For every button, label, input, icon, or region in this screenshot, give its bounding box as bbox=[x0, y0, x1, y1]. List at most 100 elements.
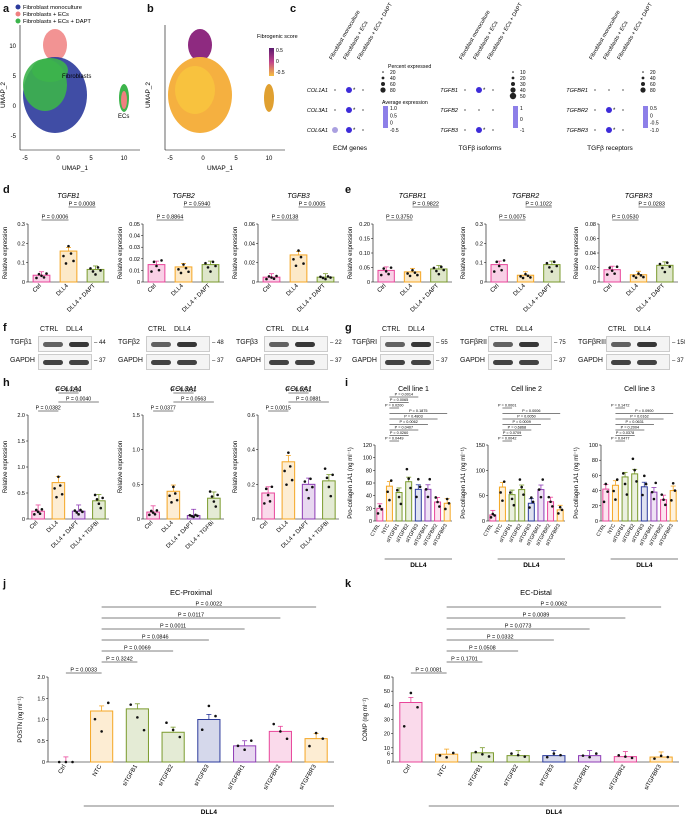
svg-text:5: 5 bbox=[234, 156, 238, 162]
data-point bbox=[548, 266, 551, 269]
data-point bbox=[660, 493, 664, 496]
y-axis-label: POSTN (ng ml⁻¹) bbox=[18, 696, 24, 742]
p-value: P = 0.0089 bbox=[523, 613, 550, 619]
legend-size-dot bbox=[509, 92, 517, 100]
p-value: P = 0.0138 bbox=[272, 215, 299, 221]
dot-marker bbox=[464, 89, 466, 91]
data-point bbox=[654, 481, 658, 485]
legend-size-label: 50 bbox=[520, 94, 526, 100]
bar bbox=[640, 486, 648, 522]
data-point bbox=[673, 489, 677, 492]
y-axis-label: Relative expression bbox=[233, 441, 239, 493]
data-point bbox=[659, 754, 663, 758]
category-label: CTRL bbox=[483, 523, 495, 538]
data-point bbox=[71, 760, 74, 764]
dot-marker bbox=[594, 109, 596, 111]
category-label: Ctrl bbox=[29, 520, 40, 531]
data-point bbox=[101, 496, 104, 500]
y-tick-label: 0 bbox=[252, 280, 255, 286]
data-point bbox=[270, 485, 274, 489]
blot-membrane bbox=[606, 354, 670, 370]
data-point bbox=[495, 260, 499, 264]
data-point bbox=[512, 503, 516, 507]
legend-size-label: 40 bbox=[520, 88, 526, 94]
blot-membrane bbox=[264, 336, 328, 352]
y-tick-label: 0.02 bbox=[585, 266, 596, 272]
dot-marker bbox=[346, 127, 352, 133]
data-point bbox=[529, 276, 532, 279]
p-value: P = 0.0062 bbox=[541, 602, 568, 608]
dot-marker bbox=[476, 87, 482, 93]
svg-text:0: 0 bbox=[56, 156, 60, 162]
p-value: P = 0.0900 bbox=[635, 409, 653, 413]
data-point bbox=[75, 511, 79, 514]
y-tick-label: 20 bbox=[384, 732, 390, 738]
p-value: P = 0.0563 bbox=[181, 397, 206, 403]
category-label: DLL4 + DAPT bbox=[181, 283, 212, 314]
dot-gene-label: COL1A1 bbox=[307, 88, 328, 94]
group-label: DLL4 bbox=[523, 562, 540, 569]
y-tick-label: 0 bbox=[595, 519, 598, 525]
data-point bbox=[311, 485, 314, 489]
data-point bbox=[417, 477, 420, 481]
panel-label-c: c bbox=[290, 3, 297, 15]
data-point bbox=[558, 505, 562, 509]
data-point bbox=[209, 270, 212, 273]
y-tick-label: 40 bbox=[384, 703, 390, 709]
category-label: siTGFBR2 bbox=[263, 763, 283, 791]
chart-cell-line-3: Cell line 3 0 20 40 60 80 100 Pro-collagen 1A1 … bbox=[574, 386, 678, 569]
data-point bbox=[380, 508, 383, 511]
blot-membrane bbox=[488, 336, 552, 352]
category-label: DLL4 + DAPT bbox=[296, 283, 327, 314]
data-point bbox=[266, 493, 270, 497]
y-tick-label: 0.03 bbox=[129, 245, 140, 251]
chart-cell-line-2: Cell line 2 0 50 100 150 Pro-collagen 1A1 (ng… bbox=[461, 386, 565, 569]
blot-protein-label: TGFβ2 bbox=[118, 339, 140, 346]
y-tick-label: 80 bbox=[592, 458, 598, 464]
dot-marker bbox=[606, 107, 612, 113]
legend-size-label: 20 bbox=[390, 70, 396, 76]
bar bbox=[399, 702, 423, 763]
p-value: P = 0.3242 bbox=[106, 657, 133, 663]
data-point bbox=[57, 760, 61, 764]
dot-marker bbox=[594, 129, 596, 131]
data-point bbox=[489, 516, 493, 519]
dot-gene-label: TGFBR3 bbox=[566, 128, 589, 134]
p-value: P = 0.0006 bbox=[42, 215, 69, 221]
blot-band bbox=[69, 360, 89, 365]
svg-text:UMAP_1: UMAP_1 bbox=[207, 165, 233, 172]
blot-band bbox=[295, 360, 315, 365]
data-point bbox=[642, 275, 645, 279]
legend-fibro-ecs: Fibroblasts + ECs bbox=[23, 12, 69, 18]
data-point bbox=[329, 276, 332, 279]
p-value: P = 0.0530 bbox=[612, 215, 639, 221]
blot-band bbox=[637, 360, 657, 365]
data-point bbox=[594, 752, 598, 755]
y-tick-label: 0.1 bbox=[475, 261, 483, 267]
data-point bbox=[99, 269, 102, 272]
data-point bbox=[633, 468, 636, 472]
blot-band bbox=[493, 342, 513, 347]
data-point bbox=[625, 493, 629, 496]
group-label: DLL4 bbox=[410, 562, 427, 569]
data-point bbox=[292, 257, 295, 261]
data-point bbox=[617, 754, 621, 757]
blot-band bbox=[519, 360, 539, 365]
data-point bbox=[500, 268, 503, 272]
data-point bbox=[99, 506, 103, 510]
data-point bbox=[384, 270, 388, 273]
data-point bbox=[79, 508, 82, 512]
data-point bbox=[285, 737, 289, 741]
blot-membrane bbox=[38, 354, 92, 370]
p-value: P = 0.0009 bbox=[512, 420, 530, 424]
data-point bbox=[510, 497, 514, 501]
legend-size-dot bbox=[642, 71, 644, 73]
data-point bbox=[395, 488, 399, 492]
data-point bbox=[323, 467, 327, 470]
blot-band bbox=[493, 360, 513, 365]
dot-marker bbox=[362, 109, 364, 111]
legend-color-label: 1.0 bbox=[390, 106, 397, 112]
data-point bbox=[299, 255, 303, 259]
dot-group-title: TGFβ isoforms bbox=[458, 145, 502, 152]
